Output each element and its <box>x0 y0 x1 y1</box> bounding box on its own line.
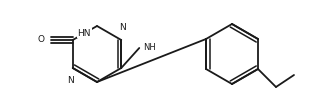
Text: N: N <box>119 23 126 32</box>
Text: N: N <box>67 76 74 85</box>
Text: O: O <box>38 36 45 44</box>
Text: HN: HN <box>77 29 91 37</box>
Text: NH: NH <box>143 43 156 52</box>
